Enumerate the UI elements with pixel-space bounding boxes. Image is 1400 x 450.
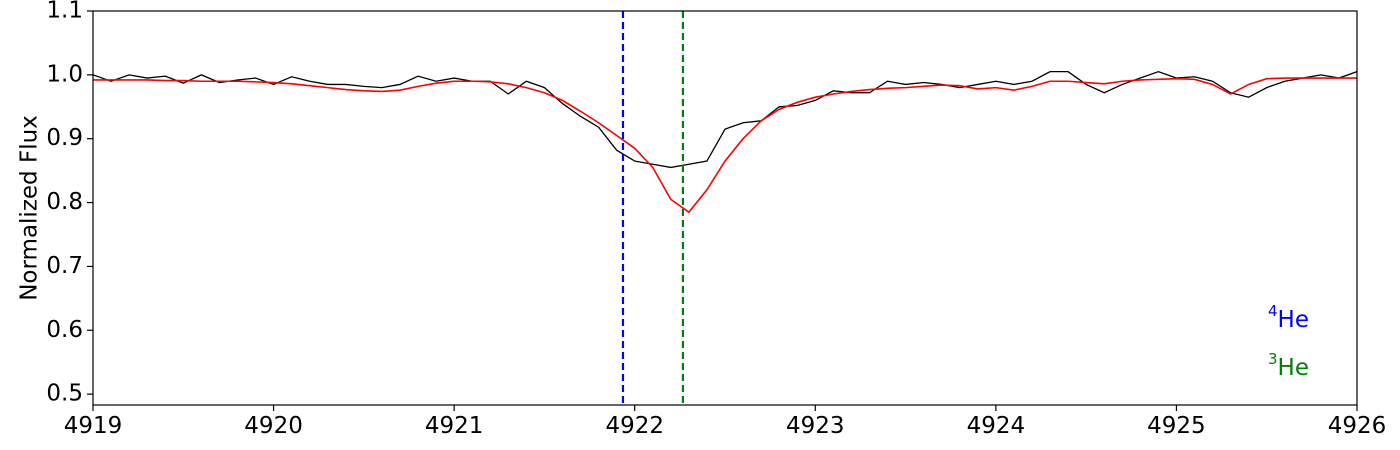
x-tick-label: 4924 (967, 413, 1026, 439)
x-tick-label: 4925 (1147, 413, 1206, 439)
x-tick-label: 4922 (605, 413, 664, 439)
annotation-superscript: 4 (1268, 302, 1278, 320)
line-series (93, 70, 1357, 169)
x-tick-label: 4923 (786, 413, 845, 439)
annotation-text: He (1278, 307, 1309, 333)
plot-frame (92, 10, 1358, 406)
line-series (93, 77, 1357, 214)
y-tick-label: 0.5 (46, 381, 83, 407)
y-tick-label: 0.7 (46, 253, 83, 279)
y-tick-label: 0.8 (46, 189, 83, 215)
x-tick-label: 4921 (425, 413, 484, 439)
x-tick-label: 4926 (1328, 413, 1387, 439)
annotation-text: He (1278, 355, 1309, 381)
y-axis-label: Normalized Flux (17, 115, 43, 301)
y-tick-label: 0.6 (46, 317, 83, 343)
annotation: 3He (1268, 350, 1309, 381)
y-tick-label: 1.0 (46, 61, 83, 87)
annotation-superscript: 3 (1268, 350, 1278, 368)
plot-area (93, 11, 1357, 405)
y-tick-label: 0.9 (46, 125, 83, 151)
x-tick-label: 4919 (64, 413, 123, 439)
annotation: 4He (1268, 302, 1309, 333)
x-tick-label: 4920 (244, 413, 303, 439)
y-tick-label: 1.1 (46, 0, 83, 24)
